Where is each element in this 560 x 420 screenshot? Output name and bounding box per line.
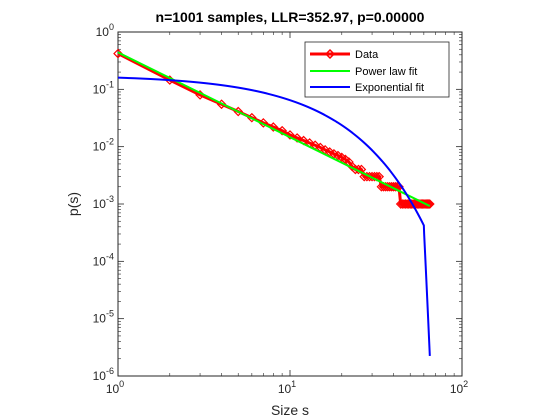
y-tick-label: 10-4 (93, 251, 114, 268)
y-tick-label: 10-5 (93, 309, 114, 326)
x-tick-label: 101 (278, 379, 296, 396)
x-tick-exponent: 0 (119, 379, 124, 389)
data-point (268, 122, 279, 132)
powerlaw-fit-line (117, 51, 431, 207)
y-tick-exponent: -5 (106, 309, 114, 319)
y-tick-base: 10 (93, 312, 107, 326)
x-tick-exponent: 1 (291, 379, 296, 389)
y-tick-exponent: -2 (106, 137, 114, 147)
y-tick-base: 10 (93, 369, 107, 383)
x-tick-label: 100 (106, 379, 124, 396)
y-tick-exponent: 0 (109, 22, 114, 32)
data-point (277, 125, 287, 136)
exponential-fit-line (117, 76, 431, 356)
y-tick-base: 10 (93, 197, 107, 211)
y-tick-label: 10-1 (93, 79, 114, 96)
data-point (423, 199, 434, 209)
data-point (258, 118, 269, 128)
y-tick-exponent: -6 (106, 366, 114, 376)
data-point (356, 164, 367, 175)
y-tick-base: 10 (93, 82, 107, 96)
legend-data-label: Data (355, 49, 379, 61)
x-tick-base: 10 (278, 382, 292, 396)
data-point (292, 133, 302, 143)
y-tick-exponent: -1 (106, 79, 114, 89)
y-tick-base: 10 (93, 140, 107, 154)
y-tick-label: 100 (96, 22, 114, 39)
series-layer (113, 48, 435, 356)
y-tick-label: 10-2 (93, 137, 114, 154)
y-tick-base: 10 (93, 254, 107, 268)
y-tick-label: 10-6 (93, 366, 114, 383)
x-tick-base: 10 (450, 382, 464, 396)
legend: Data Power law fit Exponential fit (304, 41, 450, 98)
y-tick-exponent: -4 (106, 251, 114, 261)
chart-title: n=1001 samples, LLR=352.97, p=0.00000 (156, 9, 425, 25)
x-tick-label: 102 (450, 379, 468, 396)
data-point (285, 130, 295, 140)
legend-exponential-label: Exponential fit (355, 82, 424, 94)
y-axis-label: p(s) (65, 192, 81, 216)
legend-powerlaw-label: Power law fit (355, 66, 417, 78)
y-tick-base: 10 (96, 25, 110, 39)
y-tick-label: 10-3 (93, 194, 114, 211)
data-point (424, 199, 435, 209)
data-point (390, 181, 401, 192)
data-point (376, 181, 387, 192)
legend-data-marker (324, 48, 336, 60)
x-tick-base: 10 (106, 382, 120, 396)
x-tick-exponent: 2 (463, 379, 468, 389)
y-tick-exponent: -3 (106, 194, 114, 204)
data-point (113, 48, 123, 59)
x-axis-label: Size s (271, 402, 309, 418)
data-point (353, 164, 364, 175)
